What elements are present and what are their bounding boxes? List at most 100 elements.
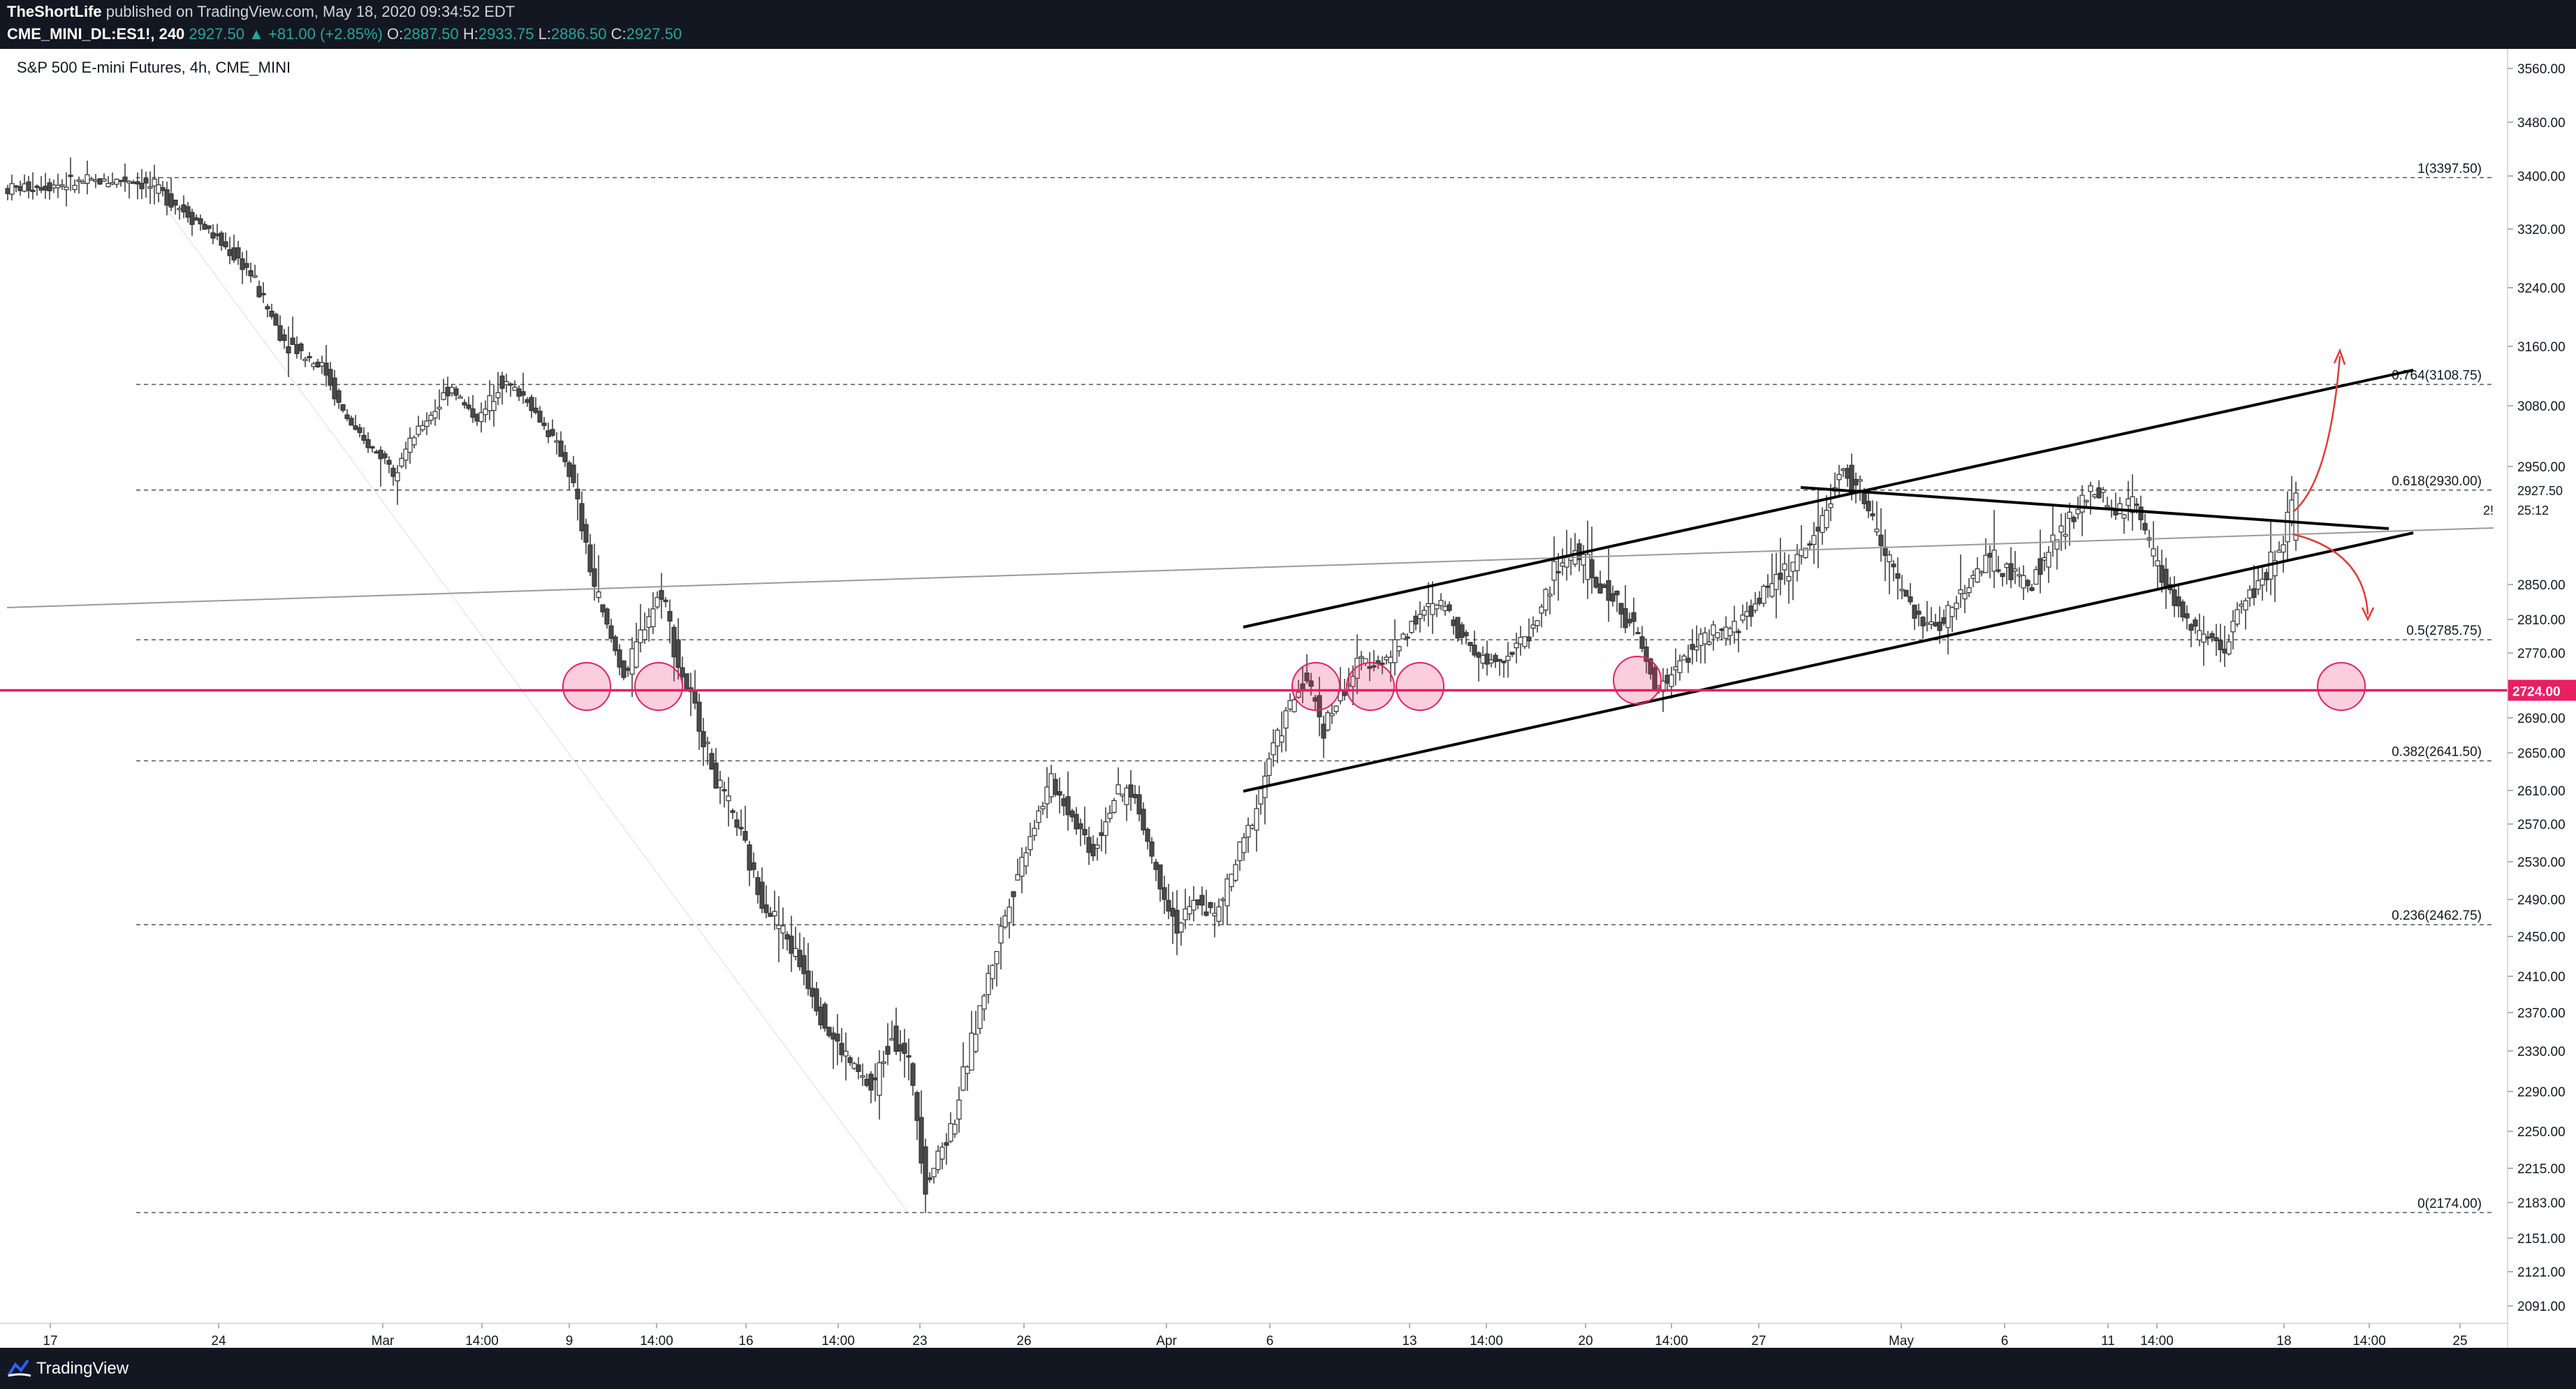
- candle-up: [1505, 656, 1511, 661]
- target-circle[interactable]: [2317, 662, 2366, 711]
- price-tick-label: 2183.00: [2517, 1196, 2566, 1211]
- long-trendline[interactable]: [6, 527, 2494, 608]
- touch-circle[interactable]: [1346, 662, 1395, 711]
- price-tick-label: 3560.00: [2517, 62, 2566, 77]
- candle-up: [973, 1034, 979, 1052]
- candle-up: [935, 1150, 941, 1170]
- touch-circle[interactable]: [1613, 656, 1662, 705]
- candle-down: [818, 1006, 824, 1026]
- candle-up: [126, 181, 132, 184]
- touch-circle[interactable]: [634, 662, 683, 711]
- candle-up: [1350, 675, 1356, 687]
- candle-down: [2264, 572, 2269, 581]
- candle-down: [784, 934, 790, 940]
- candle-up: [416, 425, 421, 435]
- fibonacci-retracement[interactable]: 1(3397.50) 0.764(3108.75) 0.618(2930.00) 0.…: [136, 161, 2494, 1214]
- publisher-name[interactable]: TheShortLife: [7, 3, 102, 20]
- touch-circle[interactable]: [562, 662, 611, 711]
- candle-up: [1392, 639, 1398, 663]
- wedge-upper-line[interactable]: [1243, 369, 2414, 629]
- candle-down: [1074, 814, 1079, 830]
- candle-down: [826, 1027, 832, 1036]
- candle-down: [17, 186, 23, 191]
- candle-down: [135, 181, 140, 185]
- bullish-arrow[interactable]: [2292, 355, 2341, 513]
- candle-down: [1996, 569, 2001, 572]
- candle-up: [1032, 828, 1037, 836]
- candle-down: [864, 1078, 870, 1086]
- candle-down: [810, 987, 815, 997]
- touch-circle[interactable]: [1396, 662, 1444, 711]
- candle-up: [1115, 784, 1121, 795]
- candle-down: [747, 844, 752, 871]
- candle-up: [2100, 489, 2106, 493]
- candle-down: [1618, 603, 1624, 615]
- candle-down: [801, 955, 807, 974]
- time-tick-label: 23: [912, 1334, 927, 1348]
- time-tick-label: 11: [2101, 1334, 2115, 1348]
- time-tick-label: 14:00: [1470, 1334, 1503, 1348]
- candle-down: [1463, 632, 1469, 637]
- tradingview-logo-icon[interactable]: [7, 1358, 32, 1379]
- candle-down: [1941, 617, 1947, 624]
- candle-down: [1849, 464, 1854, 494]
- candle-up: [1333, 705, 1339, 712]
- time-axis[interactable]: 17 24 Mar 14:00 9 14:00 16 14:00 23 26 Apr 6 13 14:00…: [0, 1323, 2508, 1348]
- candle-down: [1987, 552, 1993, 558]
- candle-down: [1597, 583, 1603, 594]
- candle-down: [240, 258, 245, 270]
- candle-down: [273, 314, 279, 326]
- price-chart[interactable]: 1(3397.50) 0.764(3108.75) 0.618(2930.00) 0.…: [0, 49, 2576, 1348]
- price-axis[interactable]: 3560.00 3480.00 3400.00 3320.00 3240.00 3160.…: [2483, 49, 2566, 1348]
- candle-down: [1082, 829, 1088, 836]
- last-price: 2927.50: [189, 25, 244, 43]
- support-level[interactable]: 2724.00: [0, 679, 2576, 701]
- resistance-line[interactable]: [1800, 486, 2390, 530]
- candle-up: [1836, 473, 1842, 480]
- candle-up: [994, 950, 1000, 964]
- candle-down: [139, 182, 145, 189]
- candle-down: [369, 446, 375, 449]
- time-tick-label: 17: [43, 1334, 57, 1348]
- candle-down: [919, 1117, 924, 1163]
- candle-down: [219, 233, 224, 246]
- candle-down: [516, 388, 522, 397]
- candle-down: [508, 383, 513, 386]
- support-touch-markers[interactable]: [562, 656, 2366, 711]
- candle-up: [2234, 609, 2240, 625]
- candle-up: [2079, 494, 2085, 513]
- price-tick-label: 2091.00: [2517, 1300, 2566, 1314]
- price-tick-label: 2570.00: [2517, 818, 2566, 832]
- tradingview-brand[interactable]: TradingView: [36, 1359, 129, 1378]
- candle-up: [420, 425, 425, 431]
- trend-drawings[interactable]: [6, 348, 2494, 793]
- candle-down: [1593, 577, 1599, 588]
- candle-down: [470, 408, 476, 418]
- bearish-arrow[interactable]: [2292, 533, 2369, 615]
- candle-down: [307, 355, 312, 359]
- candle-down: [2000, 573, 2005, 578]
- candle-down: [1153, 862, 1159, 870]
- candle-down: [1065, 796, 1071, 816]
- candle-down: [462, 402, 467, 406]
- time-tick-label: Apr: [1156, 1334, 1177, 1348]
- candle-down: [1136, 794, 1142, 815]
- candle-up: [1962, 593, 1968, 600]
- candle-up: [2239, 603, 2244, 607]
- candle-up: [147, 186, 153, 189]
- candle-up: [156, 184, 161, 194]
- candle-down: [1866, 501, 1871, 512]
- candle-up: [1857, 479, 1863, 482]
- candle-down: [1610, 593, 1616, 602]
- wedge-lower-line[interactable]: [1243, 531, 2414, 793]
- time-tick-label: 18: [2276, 1334, 2291, 1348]
- candle-up: [1178, 923, 1184, 933]
- candle-down: [541, 422, 547, 427]
- candle-down: [344, 414, 350, 420]
- candle-down: [1413, 615, 1419, 625]
- published-text: published on TradingView.com, May 18, 20…: [105, 3, 515, 20]
- candle-up: [1124, 787, 1129, 805]
- candle-down: [1912, 604, 1917, 619]
- candle-up: [114, 178, 119, 185]
- touch-circle[interactable]: [1291, 662, 1340, 711]
